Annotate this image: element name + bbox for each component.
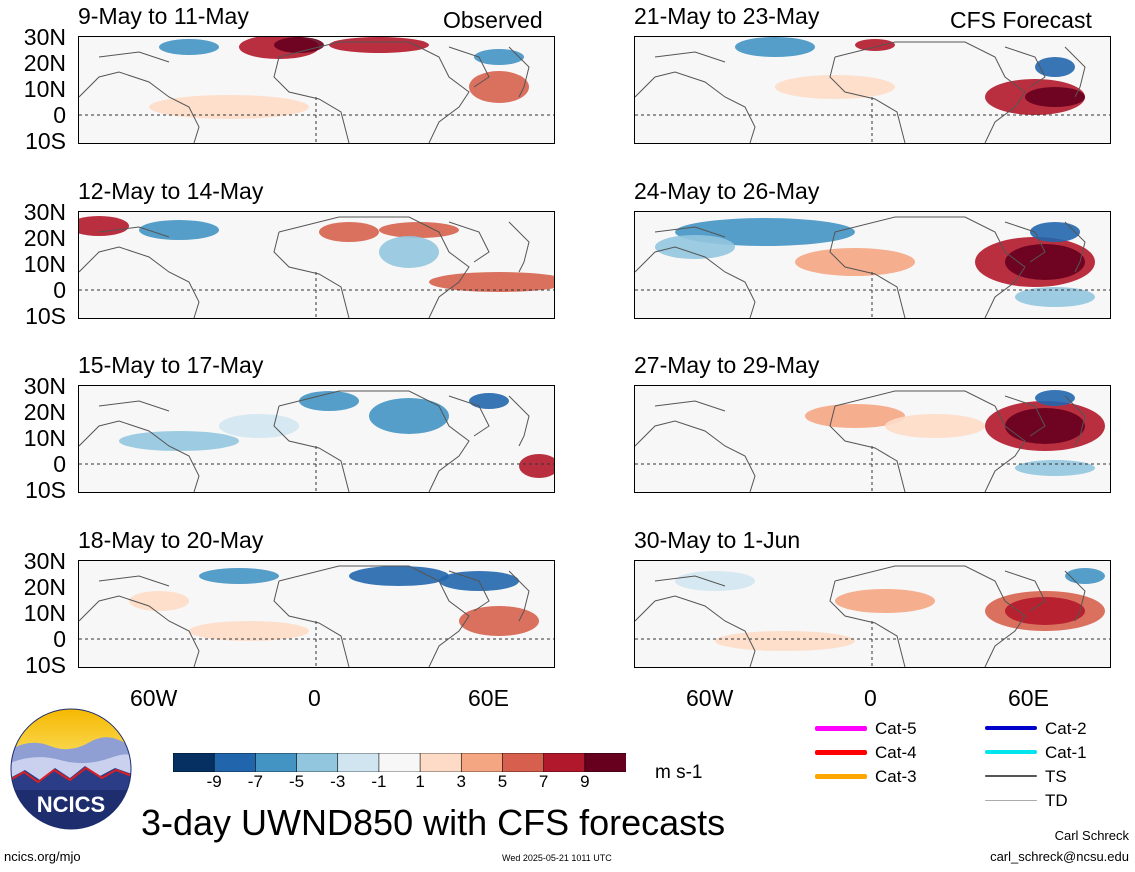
x-tick-obs-60w: 60W <box>130 685 178 711</box>
y-tick-row3-2: 10N <box>23 425 66 451</box>
legend-line-td <box>985 799 1037 801</box>
legend-label-cat-4: Cat-4 <box>875 743 917 762</box>
legend-label-cat-3: Cat-3 <box>875 767 917 786</box>
footer-email[interactable]: carl_schreck@ncsu.edu <box>990 849 1129 864</box>
legend-label-cat-5: Cat-5 <box>875 719 917 738</box>
x-tick-fc-0: 0 <box>864 685 877 711</box>
y-tick-row4-2: 10N <box>23 600 66 626</box>
colorbar-swatch <box>378 752 421 773</box>
observed-label: Observed <box>443 7 543 33</box>
y-tick-row2-0: 30N <box>23 199 66 225</box>
colorbar-tick: 7 <box>538 772 549 791</box>
colorbar-swatch <box>543 752 586 773</box>
legend-line-cat-1 <box>985 750 1037 754</box>
y-tick-row1-1: 20N <box>23 50 66 76</box>
colorbar-tick: -1 <box>371 772 387 791</box>
map-panel-fc-2 <box>634 211 1111 319</box>
legend-label-td: TD <box>1045 791 1068 810</box>
x-tick-fc-60w: 60W <box>686 685 734 711</box>
colorbar-units: m s-1 <box>655 762 703 783</box>
x-tick-obs-60e: 60E <box>468 685 509 711</box>
y-tick-row3-0: 30N <box>23 373 66 399</box>
y-tick-row2-3: 0 <box>53 277 66 303</box>
map-panel-fc-4 <box>634 560 1111 668</box>
legend-label-ts: TS <box>1045 767 1067 786</box>
y-tick-row1-4: 10S <box>25 128 66 154</box>
y-tick-row1-3: 0 <box>53 102 66 128</box>
map-panel-obs-1 <box>78 36 555 144</box>
legend-line-cat-4 <box>815 749 867 755</box>
main-title: 3-day UWND850 with CFS forecasts <box>141 802 726 843</box>
panel-title-obs-4: 18-May to 20-May <box>78 527 264 553</box>
footer-timestamp: Wed 2025-05-21 1011 UTC <box>502 853 612 863</box>
y-tick-row4-0: 30N <box>23 548 66 574</box>
logo-text: NCICS <box>37 792 105 817</box>
colorbar <box>172 752 627 773</box>
colorbar-swatch <box>255 752 298 773</box>
legend-label-cat-1: Cat-1 <box>1045 743 1087 762</box>
colorbar-swatch <box>502 752 545 773</box>
y-tick-row3-1: 20N <box>23 399 66 425</box>
colorbar-tick: -3 <box>330 772 346 791</box>
colorbar-tick: 9 <box>580 772 590 791</box>
legend-line-cat-2 <box>985 726 1037 730</box>
colorbar-tick: 1 <box>415 772 425 791</box>
y-tick-row4-3: 0 <box>53 626 66 652</box>
ncics-logo: NCICS <box>10 708 132 830</box>
map-panel-fc-3 <box>634 385 1111 493</box>
colorbar-tick: -5 <box>288 772 305 791</box>
panel-title-fc-2: 24-May to 26-May <box>634 178 820 204</box>
map-panel-obs-2 <box>78 211 555 319</box>
legend-line-ts <box>985 775 1037 777</box>
y-tick-row3-4: 10S <box>25 477 66 503</box>
colorbar-tick: 5 <box>497 772 508 791</box>
colorbar-tick: -9 <box>206 772 222 791</box>
colorbar-swatch <box>460 752 504 773</box>
map-panel-fc-1 <box>634 36 1111 144</box>
colorbar-swatch <box>419 752 463 773</box>
x-tick-fc-60e: 60E <box>1008 685 1049 711</box>
colorbar-tick: -7 <box>247 772 263 791</box>
y-tick-row2-2: 10N <box>23 251 66 277</box>
footer-author: Carl Schreck <box>1054 828 1129 843</box>
colorbar-swatch <box>337 752 380 773</box>
y-tick-row2-4: 10S <box>25 303 66 329</box>
map-panel-obs-3 <box>78 385 555 493</box>
y-tick-row3-3: 0 <box>53 451 66 477</box>
colorbar-tick: 3 <box>456 772 466 791</box>
legend-line-cat-3 <box>815 773 867 779</box>
forecast-label: CFS Forecast <box>950 7 1092 33</box>
y-tick-row2-1: 20N <box>23 225 66 251</box>
panel-title-fc-1: 21-May to 23-May <box>634 3 820 29</box>
y-tick-row4-4: 10S <box>25 652 66 678</box>
y-tick-row1-2: 10N <box>23 76 66 102</box>
legend-label-cat-2: Cat-2 <box>1045 719 1087 738</box>
panel-title-fc-4: 30-May to 1-Jun <box>634 527 801 553</box>
colorbar-swatch <box>213 752 257 773</box>
panel-title-obs-3: 15-May to 17-May <box>78 352 264 378</box>
colorbar-swatch <box>296 752 339 773</box>
colorbar-swatch <box>172 752 215 773</box>
legend-line-cat-5 <box>815 725 867 731</box>
y-tick-row1-0: 30N <box>23 24 66 50</box>
panel-title-fc-3: 27-May to 29-May <box>634 352 820 378</box>
panel-title-obs-2: 12-May to 14-May <box>78 178 264 204</box>
map-panel-obs-4 <box>78 560 555 668</box>
x-tick-obs-0: 0 <box>308 685 321 711</box>
y-tick-row4-1: 20N <box>23 574 66 600</box>
panel-title-obs-1: 9-May to 11-May <box>78 3 249 29</box>
footer-url[interactable]: ncics.org/mjo <box>4 849 81 864</box>
colorbar-swatch <box>584 752 627 773</box>
